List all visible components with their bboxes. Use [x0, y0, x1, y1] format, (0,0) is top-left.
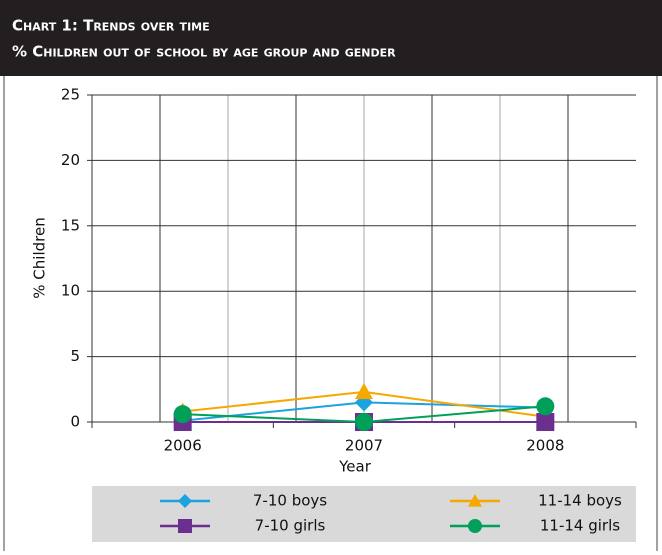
- marker: [178, 519, 192, 533]
- y-axis-label: % Children: [31, 217, 49, 298]
- y-tick-label: 10: [61, 282, 80, 300]
- marker: [536, 397, 555, 416]
- y-tick-label: 0: [70, 413, 80, 431]
- marker: [468, 494, 482, 507]
- header-bar: [0, 0, 662, 76]
- y-tick-label: 20: [61, 151, 80, 169]
- marker: [468, 519, 482, 533]
- legend-label: 7-10 boys: [253, 492, 327, 510]
- chart-subtitle: % Children out of school by age group an…: [12, 43, 396, 61]
- chart-title: Chart 1: Trends over time: [12, 17, 210, 35]
- marker: [178, 494, 192, 508]
- marker: [355, 382, 373, 400]
- x-axis-label: Year: [338, 458, 372, 476]
- marker: [536, 413, 555, 431]
- y-tick-label: 25: [61, 86, 80, 104]
- legend-label: 7-10 girls: [255, 517, 326, 535]
- marker: [173, 405, 192, 424]
- y-tick-label: 5: [70, 347, 80, 365]
- x-tick-label: 2006: [164, 437, 202, 455]
- x-tick-label: 2008: [526, 437, 564, 455]
- legend-label: 11-14 boys: [538, 492, 622, 510]
- legend-label: 11-14 girls: [540, 517, 620, 535]
- y-tick-label: 15: [61, 216, 80, 234]
- marker: [355, 413, 373, 431]
- x-tick-label: 2007: [345, 437, 383, 455]
